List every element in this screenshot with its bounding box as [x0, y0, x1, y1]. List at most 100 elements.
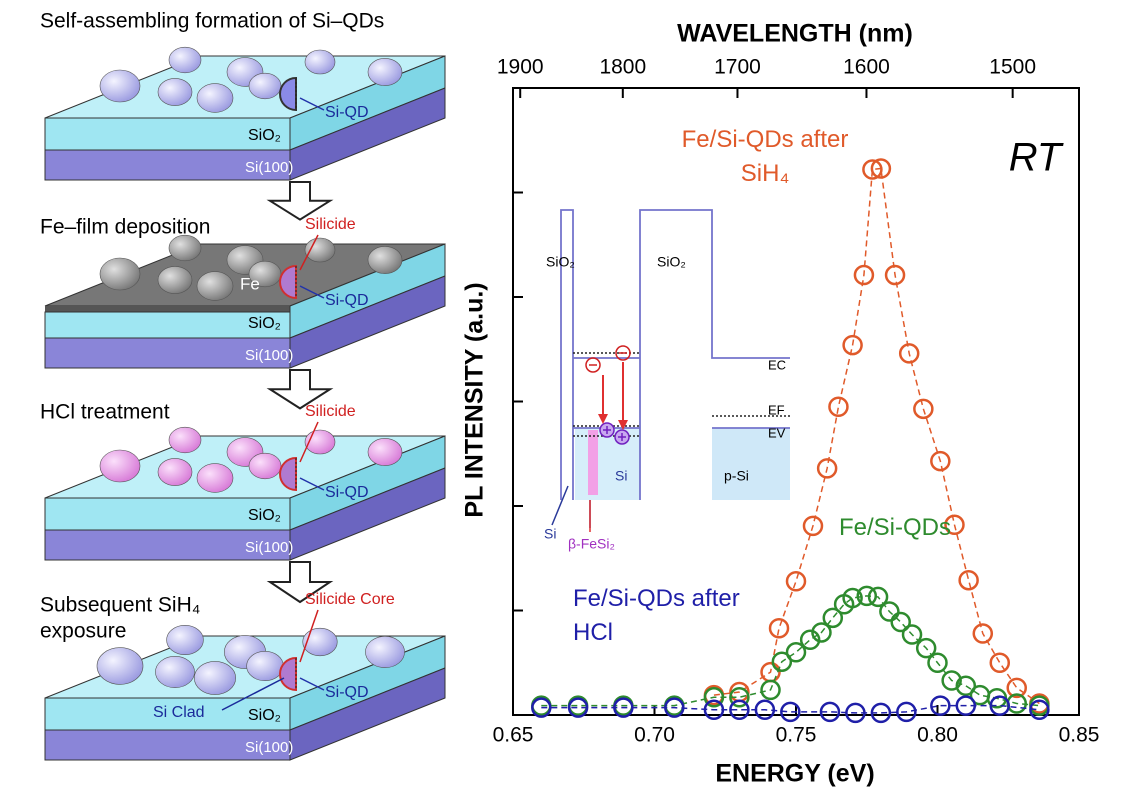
- data-point: [972, 623, 994, 644]
- inset-label: EC: [768, 357, 786, 372]
- quantum-dot: [99, 449, 141, 483]
- data-point: [930, 695, 951, 716]
- data-point: [856, 585, 877, 607]
- data-point: [927, 652, 948, 673]
- series-label: Fe/Si-QDs after HCl: [573, 585, 740, 646]
- quantum-dot: [168, 46, 202, 74]
- data-point: [760, 679, 781, 701]
- qd-label: Si-QD: [325, 684, 369, 701]
- data-point: [567, 697, 589, 718]
- data-point: [754, 699, 776, 721]
- quantum-dot: [304, 237, 336, 263]
- qd-pointer: [299, 285, 325, 299]
- data-point: [989, 652, 1011, 673]
- x2-axis-title: WAVELENGTH (nm): [677, 20, 913, 48]
- silicide-label: Silicide: [305, 216, 356, 233]
- oxide-label: SiO₂: [248, 507, 281, 524]
- data-point: [898, 343, 920, 364]
- x-axis-title: ENERGY (eV): [715, 760, 874, 788]
- oxide-label: SiO₂: [248, 707, 281, 724]
- quantum-dot: [168, 234, 202, 262]
- quantum-dot: [248, 72, 282, 100]
- qd-pointer: [299, 97, 325, 111]
- silicide-pointer: [299, 234, 319, 271]
- quantum-dot: [196, 463, 234, 493]
- qd-pointer: [299, 477, 325, 491]
- quantum-dot: [365, 636, 405, 668]
- data-point: [531, 697, 552, 718]
- electron: [615, 345, 631, 361]
- data-point: [771, 651, 793, 672]
- data-point: [785, 642, 807, 663]
- quantum-dot: [157, 266, 193, 294]
- quantum-dot: [99, 257, 141, 291]
- si-substrate: [44, 529, 291, 561]
- quantum-dot: [168, 426, 202, 454]
- silicide-band: [588, 430, 598, 495]
- inset-label: EF: [768, 402, 785, 417]
- valence-fill: [575, 428, 640, 500]
- step-title: Self-assembling formation of Si–QDs: [40, 10, 384, 33]
- x-tick-label: 0.80: [917, 724, 958, 747]
- oxide-label: SiO₂: [248, 127, 281, 144]
- oxide-layer: [44, 311, 291, 339]
- x2-tick-label: 1500: [989, 56, 1036, 79]
- data-point: [870, 702, 892, 724]
- data-point: [896, 701, 917, 723]
- band-edges: [560, 209, 790, 500]
- qd-cross-section: [279, 76, 297, 112]
- qd-cross-section: [279, 456, 297, 492]
- data-point: [842, 587, 863, 609]
- silicide-pointer: [299, 609, 319, 663]
- side-substrate: [289, 275, 446, 369]
- quantum-dot: [367, 58, 403, 86]
- process-arrow: [266, 561, 334, 604]
- data-point: [729, 699, 750, 721]
- annotation: RT: [1009, 136, 1064, 180]
- quantum-dot: [196, 271, 234, 301]
- quantum-dot: [304, 49, 336, 75]
- data-point: [901, 624, 923, 645]
- band-diagram-inset: SiO₂ SiO₂ EC EF EV Si p-Si Si β-FeSi₂: [544, 209, 790, 552]
- quantum-dot: [248, 452, 282, 480]
- process-step: Fe–film deposition Si-QD SiO₂ Si(100) Silici…: [40, 216, 446, 410]
- si-substrate: [44, 149, 291, 181]
- quantum-dot: [302, 627, 338, 657]
- data-point: [816, 458, 838, 479]
- clad-label: Si Clad: [153, 704, 205, 721]
- inset-label: SiO₂: [657, 254, 686, 270]
- fit-curve: [541, 704, 1040, 714]
- x-tick-label: 0.70: [634, 724, 675, 747]
- chart: WAVELENGTH (nm) ENERGY (eV) PL INTENSITY (…: [461, 20, 1100, 788]
- step-title: HCl treatment: [40, 401, 170, 424]
- data-point: [879, 601, 900, 622]
- silicide-label: Silicide Core: [305, 591, 395, 608]
- inset-label: Si: [544, 526, 556, 542]
- data-point: [941, 670, 962, 691]
- x2-tick-label: 1900: [497, 56, 544, 79]
- data-point: [845, 702, 866, 724]
- data-point: [958, 569, 979, 591]
- data-point: [955, 695, 977, 716]
- process-step: HCl treatment Si-QD SiO₂ Si(100) Silicide: [40, 401, 446, 604]
- transition-heads: [598, 414, 628, 430]
- series-label: Fe/Si-QDs after SiH₄: [681, 126, 849, 187]
- data-point: [802, 515, 824, 537]
- fit-curve: [713, 167, 1040, 705]
- quantum-dot: [99, 69, 141, 103]
- inset-label: p-Si: [724, 468, 749, 484]
- qd-label: Si-QD: [325, 484, 369, 501]
- substrate-label: Si(100): [245, 159, 293, 176]
- data-point: [913, 398, 934, 420]
- quantum-dot: [157, 458, 193, 486]
- data-point: [664, 697, 685, 718]
- data-point: [1029, 699, 1050, 721]
- data-point: [870, 158, 892, 179]
- qd-cross-section: [279, 656, 297, 692]
- x-tick-label: 0.65: [493, 724, 534, 747]
- quantum-dot: [367, 438, 403, 466]
- data-point: [828, 396, 849, 417]
- step-title: Fe–film deposition: [40, 216, 210, 239]
- data-point: [867, 586, 889, 608]
